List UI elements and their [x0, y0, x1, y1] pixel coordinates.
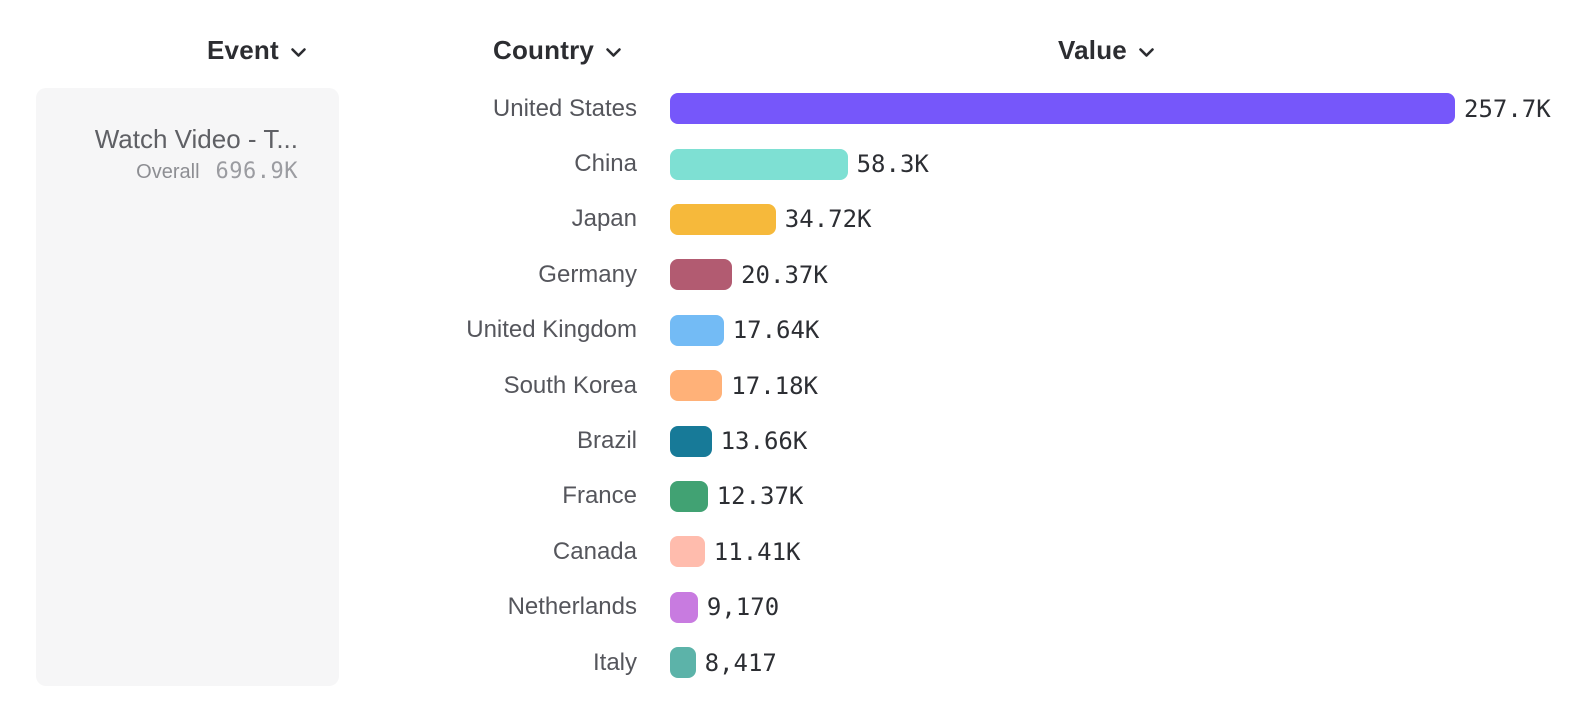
country-label: Netherlands — [507, 593, 637, 621]
country-label: China — [574, 150, 637, 178]
event-column-header[interactable]: Event — [207, 35, 307, 66]
chart-row: United States 257.7K — [0, 81, 1584, 136]
country-bar[interactable] — [670, 93, 1455, 125]
country-bar[interactable] — [670, 480, 708, 512]
overall-value: 696.9K — [215, 159, 298, 184]
event-title: Watch Video - T... — [94, 124, 298, 154]
chart-row: Japan 34.72K — [0, 192, 1584, 247]
country-column-header[interactable]: Country — [493, 35, 622, 66]
value-label: 20.37K — [741, 260, 828, 289]
value-label: 8,417 — [704, 648, 777, 677]
value-column-label: Value — [1058, 35, 1127, 65]
country-bar[interactable] — [670, 536, 705, 568]
country-bar[interactable] — [670, 314, 724, 346]
country-label: South Korea — [503, 371, 637, 399]
country-label: Italy — [592, 648, 637, 676]
overall-label: Overall — [136, 161, 200, 183]
value-label: 34.72K — [784, 205, 872, 234]
chevron-down-icon — [1139, 47, 1154, 57]
chart-row: United Kingdom 17.64K — [0, 303, 1584, 358]
country-bar[interactable] — [670, 203, 776, 235]
country-bar[interactable] — [670, 425, 712, 457]
chart-row: China 58.3K — [0, 136, 1584, 191]
chart-row: South Korea 17.18K — [0, 358, 1584, 413]
chart-row: Canada 11.41K — [0, 524, 1584, 579]
country-bar-chart: United States 257.7K China 58.3K Japan 3… — [0, 81, 1584, 690]
country-label: France — [562, 482, 637, 510]
value-label: 11.41K — [713, 537, 801, 566]
country-label: Canada — [552, 537, 637, 565]
country-label: Brazil — [576, 427, 637, 455]
chart-row: Germany 20.37K — [0, 247, 1584, 302]
event-column-label: Event — [207, 35, 279, 65]
chart-row: Netherlands 9,170 — [0, 580, 1584, 635]
country-label: United Kingdom — [466, 316, 637, 344]
event-card[interactable]: Watch Video - T... Overall 696.9K — [36, 88, 339, 686]
country-column-label: Country — [493, 35, 595, 65]
country-label: Germany — [538, 260, 637, 288]
country-bar[interactable] — [670, 370, 723, 402]
country-bar[interactable] — [670, 647, 696, 679]
chevron-down-icon — [291, 47, 306, 57]
value-column-header[interactable]: Value — [1058, 35, 1155, 66]
value-label: 17.18K — [731, 371, 818, 400]
country-bar[interactable] — [670, 259, 733, 291]
country-bar[interactable] — [670, 591, 698, 623]
event-overall-row: Overall 696.9K — [56, 159, 298, 184]
value-label: 257.7K — [1464, 94, 1551, 123]
value-label: 12.37K — [716, 482, 804, 511]
country-label: United States — [492, 94, 637, 122]
value-label: 13.66K — [720, 427, 808, 456]
country-bar[interactable] — [670, 148, 848, 180]
value-label: 17.64K — [732, 316, 820, 345]
value-label: 9,170 — [706, 593, 780, 622]
chevron-down-icon — [606, 47, 621, 57]
chart-row: France 12.37K — [0, 469, 1584, 524]
value-label: 58.3K — [856, 150, 929, 179]
country-label: Japan — [571, 205, 637, 233]
chart-row: Brazil 13.66K — [0, 413, 1584, 468]
chart-row: Italy 8,417 — [0, 635, 1584, 690]
